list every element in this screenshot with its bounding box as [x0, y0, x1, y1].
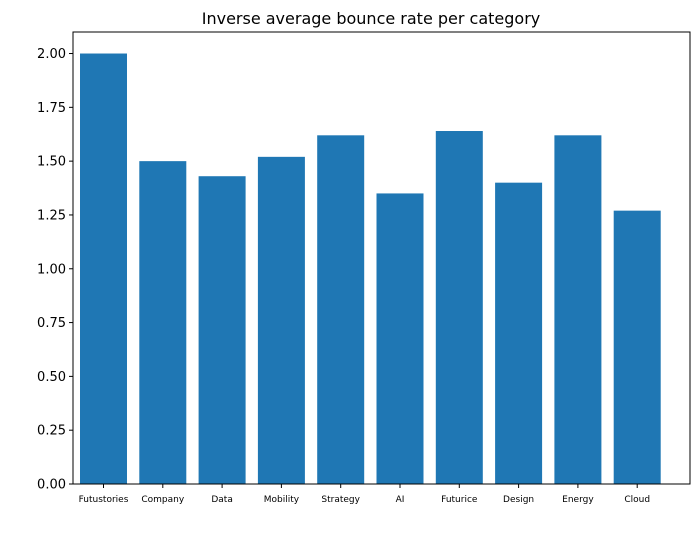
x-tick-label-ai: AI	[396, 495, 405, 505]
y-tick-label: 1.75	[37, 101, 66, 116]
x-tick-label-design: Design	[503, 495, 534, 505]
y-tick-label: 2.00	[37, 47, 66, 62]
bar-futurice	[435, 131, 483, 484]
plot-frame	[72, 31, 691, 485]
bars-group	[80, 53, 661, 485]
x-tick-label-futustories: Futustories	[79, 495, 129, 505]
y-tick-label: 0.75	[37, 316, 66, 331]
bar-data	[198, 176, 246, 484]
y-tick-label: 0.25	[37, 424, 66, 439]
x-tick-label-company: Company	[141, 495, 184, 505]
x-axis-ticks: Futustories Company Data Mobility Strategy AI…	[79, 484, 650, 505]
x-tick-label-data: Data	[211, 495, 233, 505]
chart-title: Inverse average bounce rate per category	[202, 9, 541, 28]
y-tick-label: 1.00	[37, 262, 66, 277]
x-tick-label-strategy: Strategy	[321, 495, 360, 505]
y-tick-label: 1.50	[37, 155, 66, 170]
bar-energy	[554, 135, 602, 484]
bar-strategy	[317, 135, 365, 484]
bar-cloud	[613, 210, 661, 484]
x-tick-label-energy: Energy	[562, 495, 594, 505]
bar-design	[495, 182, 543, 485]
x-tick-label-cloud: Cloud	[624, 495, 650, 505]
bar-mobility	[257, 156, 305, 484]
axes-group	[72, 31, 691, 485]
x-tick-label-futurice: Futurice	[441, 495, 478, 505]
bar-futustories	[80, 53, 127, 485]
y-tick-label: 0.00	[37, 478, 66, 493]
y-tick-label: 0.50	[37, 370, 66, 385]
bar-ai	[376, 193, 424, 484]
x-tick-label-mobility: Mobility	[264, 495, 300, 505]
bar-company	[139, 161, 187, 484]
y-axis-ticks: 0.00 0.25 0.50 0.75 1.00 1.25 1.50 1.75 2.00	[37, 47, 73, 493]
y-tick-label: 1.25	[37, 208, 66, 223]
